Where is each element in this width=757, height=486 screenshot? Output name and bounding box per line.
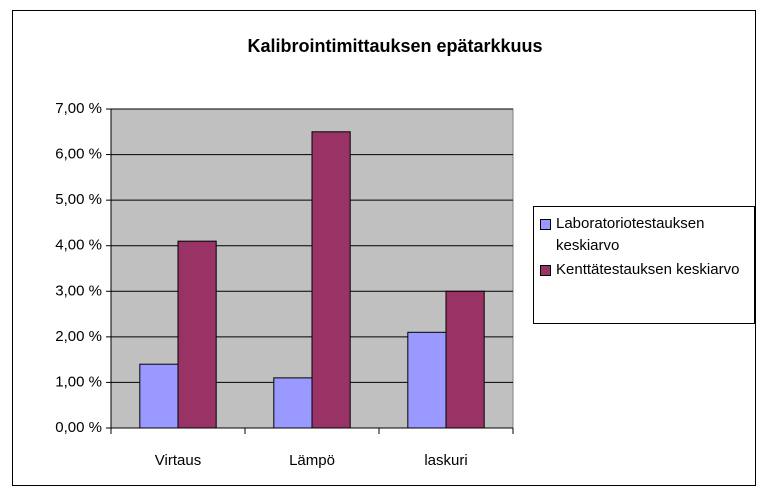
legend-swatch <box>540 265 551 276</box>
y-tick-label: 5,00 % <box>55 191 102 208</box>
chart-title: Kalibrointimittauksen epätarkkuus <box>247 36 542 56</box>
bar <box>177 240 217 429</box>
y-tick-label: 6,00 % <box>55 146 102 163</box>
legend-item: Laboratoriotestauksen keskiarvo <box>540 213 754 257</box>
x-tick-label: Lämpö <box>289 452 335 469</box>
y-tick-label: 0,00 % <box>55 419 102 436</box>
y-tick-label: 4,00 % <box>55 237 102 254</box>
x-tick-label: laskuri <box>424 452 467 469</box>
legend-label: Kenttätestauksen keskiarvo <box>556 261 740 278</box>
y-tick-label: 3,00 % <box>55 282 102 299</box>
y-tick-label: 2,00 % <box>55 328 102 345</box>
bar <box>139 363 179 429</box>
bar <box>273 377 313 429</box>
y-tick-label: 7,00 % <box>55 100 102 117</box>
legend-swatch <box>540 219 551 230</box>
legend-item: Kenttätestauksen keskiarvo <box>540 259 754 281</box>
bar <box>407 331 447 429</box>
bar <box>311 131 351 429</box>
bar <box>445 290 485 429</box>
y-tick-label: 1,00 % <box>55 373 102 390</box>
legend: Laboratoriotestauksen keskiarvo Kenttätes… <box>533 206 755 324</box>
x-tick-label: Virtaus <box>155 452 201 469</box>
legend-label: Laboratoriotestauksen keskiarvo <box>556 215 705 254</box>
